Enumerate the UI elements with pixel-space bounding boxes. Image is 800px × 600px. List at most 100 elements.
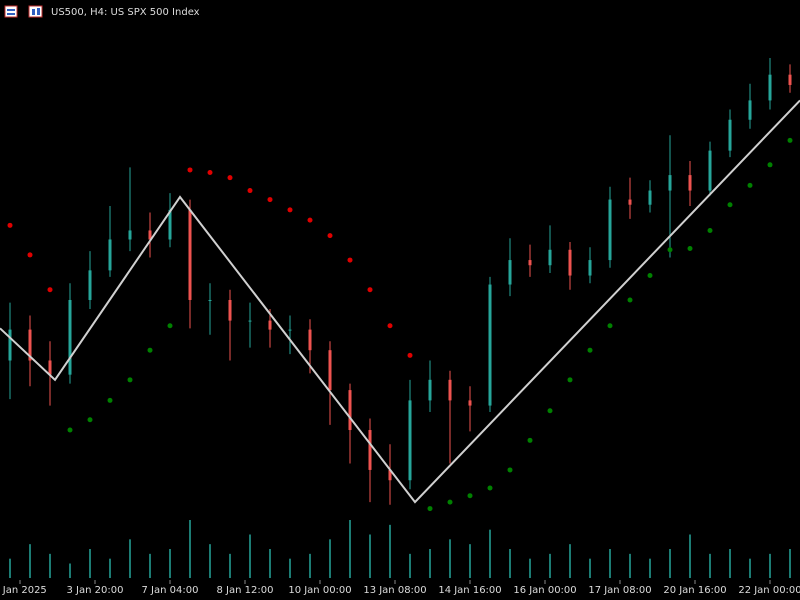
sar-dot	[647, 273, 653, 279]
x-tick-label: 17 Jan 08:00	[588, 585, 651, 596]
sar-dot	[367, 287, 373, 293]
sar-dot	[487, 485, 493, 491]
x-tick-label: 14 Jan 16:00	[438, 585, 501, 596]
sar-dot	[507, 467, 513, 473]
sar-dot	[687, 245, 693, 251]
body	[448, 379, 452, 401]
x-tick-label: 2 Jan 2025	[0, 585, 47, 596]
body	[768, 74, 772, 101]
body	[108, 239, 112, 271]
chart-icons	[4, 5, 43, 18]
body	[288, 329, 292, 331]
icon	[32, 9, 35, 15]
body	[408, 400, 412, 481]
icon	[28, 5, 43, 18]
x-tick-label: 22 Jan 00:00	[738, 585, 800, 596]
sar-dot	[427, 506, 433, 512]
sar-dot	[627, 297, 633, 303]
x-tick-label: 3 Jan 20:00	[67, 585, 124, 596]
x-tick-label: 16 Jan 00:00	[513, 585, 576, 596]
body	[48, 360, 52, 375]
body	[428, 379, 432, 401]
body	[388, 469, 392, 481]
body	[188, 209, 192, 300]
body	[128, 230, 132, 240]
sar-dot	[207, 170, 213, 176]
body	[548, 249, 552, 266]
sar-dot	[447, 499, 453, 505]
body	[668, 175, 672, 191]
body	[748, 100, 752, 120]
body	[528, 260, 532, 266]
body	[148, 230, 152, 240]
body	[268, 320, 272, 330]
sar-dot	[547, 408, 553, 414]
sar-dot	[527, 437, 533, 443]
sar-dot	[67, 427, 73, 433]
sar-dot	[147, 347, 153, 353]
x-tick-label: 20 Jan 16:00	[663, 585, 726, 596]
body	[8, 329, 12, 361]
sar-dot	[727, 202, 733, 208]
sar-dot	[27, 252, 33, 258]
sar-dot	[387, 323, 393, 329]
icon	[37, 8, 40, 15]
body	[248, 320, 252, 322]
sar-dot	[767, 162, 773, 168]
body	[488, 284, 492, 406]
sar-dot	[167, 323, 173, 329]
sar-dot	[467, 493, 473, 499]
sar-dot	[247, 188, 253, 194]
sar-dot	[107, 397, 113, 403]
sar-dot	[47, 287, 53, 293]
zigzag-line	[0, 99, 800, 504]
sar-dot	[587, 347, 593, 353]
body	[468, 400, 472, 406]
body	[208, 299, 212, 301]
body	[608, 199, 612, 261]
icon	[4, 5, 18, 18]
sar-dot	[747, 182, 753, 188]
sar-dot	[327, 233, 333, 239]
body	[368, 430, 372, 470]
sar-dot	[787, 137, 793, 143]
body	[728, 119, 732, 151]
sar-dot	[227, 175, 233, 181]
body	[648, 190, 652, 205]
body	[788, 74, 792, 85]
sar-dot	[347, 257, 353, 263]
body	[348, 390, 352, 431]
body	[28, 329, 32, 361]
sar-dot	[87, 417, 93, 423]
body	[628, 199, 632, 205]
sar-dot	[667, 247, 673, 253]
body	[508, 260, 512, 285]
body	[708, 150, 712, 191]
sar-dot	[187, 167, 193, 173]
body	[568, 249, 572, 276]
x-tick-label: 7 Jan 04:00	[142, 585, 199, 596]
body	[228, 299, 232, 321]
sar-dot	[127, 377, 133, 383]
sar-dot	[707, 227, 713, 233]
sar-dot	[7, 222, 13, 228]
sar-dot	[287, 207, 293, 213]
sar-dot	[307, 217, 313, 223]
sar-dot	[607, 323, 613, 329]
body	[168, 209, 172, 240]
body	[688, 175, 692, 191]
chart-title: US500, H4: US SPX 500 Index	[51, 7, 200, 18]
x-tick-label: 10 Jan 00:00	[288, 585, 351, 596]
body	[88, 270, 92, 300]
body	[588, 260, 592, 276]
sar-dot	[267, 197, 273, 203]
x-tick-label: 8 Jan 12:00	[217, 585, 274, 596]
body	[328, 350, 332, 391]
body	[68, 299, 72, 375]
sar-dot	[407, 352, 413, 358]
x-tick-label: 13 Jan 08:00	[363, 585, 426, 596]
body	[308, 329, 312, 351]
